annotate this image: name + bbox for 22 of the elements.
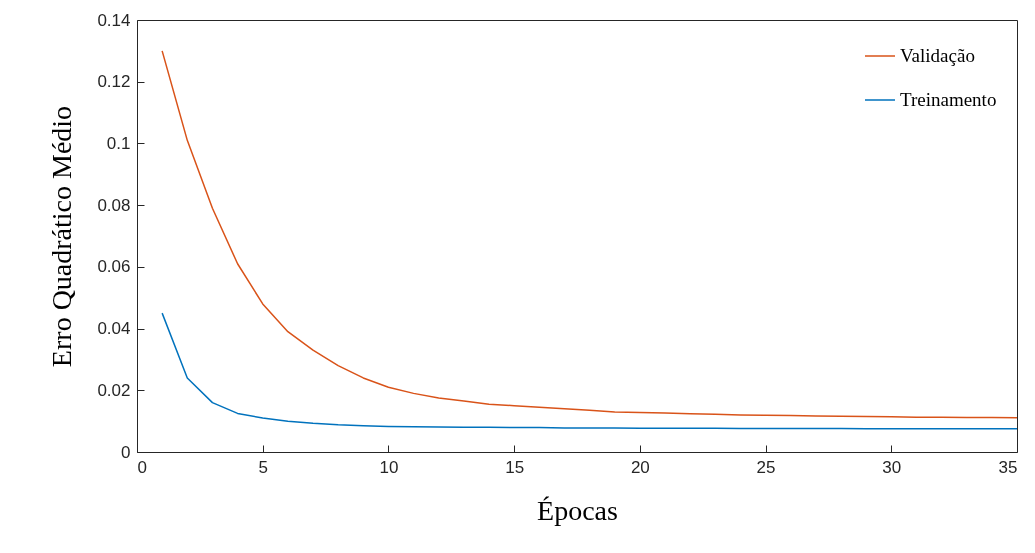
x-tick-label: 5: [258, 457, 268, 477]
y-tick-label: 0: [121, 442, 131, 462]
y-tick-label: 0.1: [106, 133, 131, 153]
x-tick-label: 15: [505, 457, 525, 477]
x-tick-label: 25: [756, 457, 776, 477]
y-tick-label: 0.14: [97, 10, 131, 30]
y-tick-label: 0.02: [97, 380, 131, 400]
y-axis-title: Erro Quadrático Médio: [46, 105, 78, 368]
x-axis-title: Épocas: [537, 494, 618, 526]
x-tick-label: 10: [379, 457, 399, 477]
line-series: [161, 312, 1018, 430]
y-tick-label: 0.08: [97, 195, 131, 215]
x-tick-label: 20: [630, 457, 650, 477]
x-tick-label: 0: [137, 457, 147, 477]
legend-label: Validação: [900, 45, 975, 66]
x-tick-label: 30: [882, 457, 902, 477]
x-tick-label: 35: [998, 457, 1018, 477]
line-series: [161, 50, 1018, 419]
y-tick-label: 0.04: [97, 319, 131, 339]
y-tick-label: 0.06: [97, 257, 131, 277]
legend-label: Treinamento: [900, 89, 997, 110]
y-tick-label: 0.12: [97, 72, 131, 92]
